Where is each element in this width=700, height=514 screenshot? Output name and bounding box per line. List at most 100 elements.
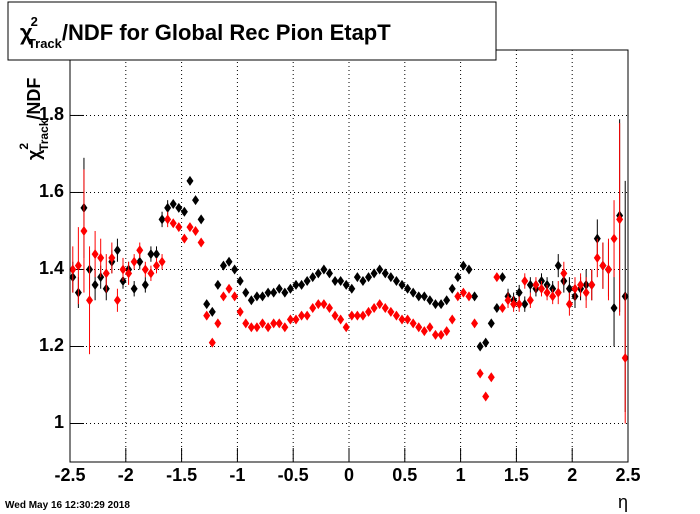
point [275, 318, 283, 329]
point [582, 287, 590, 298]
point [365, 272, 373, 283]
point [359, 276, 367, 287]
point [565, 283, 573, 294]
point [125, 268, 133, 279]
point [404, 283, 412, 294]
point [526, 295, 534, 306]
point [147, 249, 155, 260]
point [314, 268, 322, 279]
point [325, 268, 333, 279]
point [437, 329, 445, 340]
point [482, 391, 490, 402]
point [141, 264, 149, 275]
point [471, 291, 479, 302]
point [225, 283, 233, 294]
point [448, 314, 456, 325]
point [192, 225, 200, 236]
point [498, 302, 506, 313]
point [225, 256, 233, 267]
title-box [7, 1, 497, 61]
point [309, 302, 317, 313]
y-tick-label: 1 [54, 412, 64, 432]
point [119, 264, 127, 275]
point [381, 268, 389, 279]
point [437, 299, 445, 310]
point [219, 260, 227, 271]
point [398, 314, 406, 325]
point [387, 306, 395, 317]
point [175, 222, 183, 233]
x-tick-label: 1 [456, 465, 466, 485]
point [459, 287, 467, 298]
point [164, 214, 172, 225]
point [342, 279, 350, 290]
point [604, 264, 612, 275]
point [74, 260, 82, 271]
x-tick-label: 0.5 [392, 465, 417, 485]
point [549, 291, 557, 302]
point [476, 341, 484, 352]
x-tick-label: 2.5 [615, 465, 640, 485]
point [86, 295, 94, 306]
point [108, 252, 116, 263]
point [348, 283, 356, 294]
point [236, 276, 244, 287]
point [465, 291, 473, 302]
point [91, 279, 99, 290]
point [91, 249, 99, 260]
point [80, 225, 88, 236]
point [175, 202, 183, 213]
point [158, 214, 166, 225]
y-tick-label: 1.4 [39, 258, 64, 278]
point [487, 318, 495, 329]
point [292, 279, 300, 290]
point [253, 291, 261, 302]
point [498, 272, 506, 283]
point [515, 299, 523, 310]
point [253, 322, 261, 333]
point [392, 276, 400, 287]
point [270, 318, 278, 329]
y-tick-label: 1.8 [39, 104, 64, 124]
point [303, 276, 311, 287]
point [214, 318, 222, 329]
point [320, 299, 328, 310]
point [152, 249, 160, 260]
x-tick-label: -2.5 [54, 465, 85, 485]
point [565, 299, 573, 310]
point [208, 306, 216, 317]
point [286, 314, 294, 325]
x-tick-label: -1 [229, 465, 245, 485]
point [409, 318, 417, 329]
point [459, 260, 467, 271]
point [454, 272, 462, 283]
point [448, 283, 456, 294]
point [264, 322, 272, 333]
point [147, 268, 155, 279]
point [136, 256, 144, 267]
point [426, 295, 434, 306]
point [337, 276, 345, 287]
point [510, 299, 518, 310]
point [554, 260, 562, 271]
point [471, 318, 479, 329]
point [482, 337, 490, 348]
point [303, 310, 311, 321]
point [325, 302, 333, 313]
point [219, 291, 227, 302]
point [136, 245, 144, 256]
point [342, 322, 350, 333]
point [443, 326, 451, 337]
point [270, 287, 278, 298]
point [431, 329, 439, 340]
point [281, 287, 289, 298]
point [365, 306, 373, 317]
point [538, 283, 546, 294]
point [593, 252, 601, 263]
point [113, 295, 121, 306]
point [97, 252, 105, 263]
point [259, 318, 267, 329]
point [197, 214, 205, 225]
point [141, 279, 149, 290]
